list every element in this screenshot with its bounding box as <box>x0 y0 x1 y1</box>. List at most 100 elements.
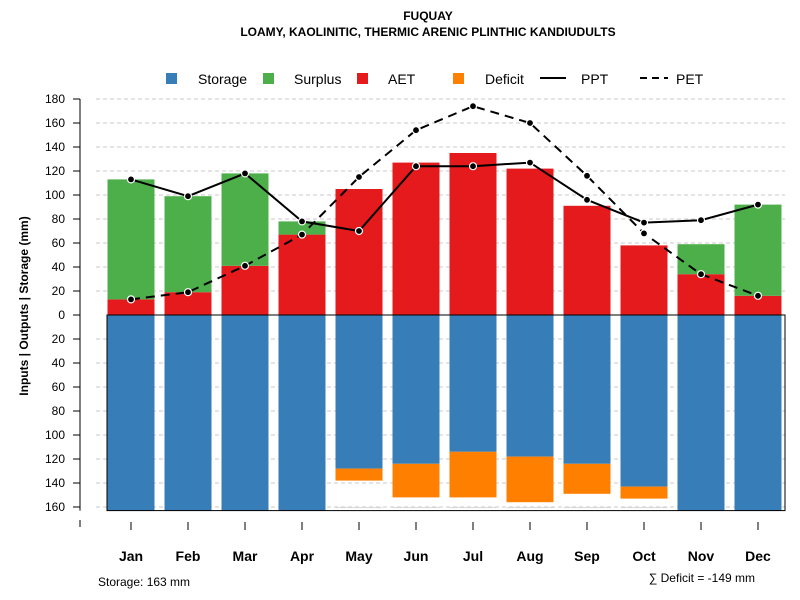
point-pet <box>354 172 364 182</box>
bar-surplus <box>734 204 782 296</box>
bar-surplus <box>221 173 269 266</box>
bar-aet <box>107 299 155 315</box>
x-tick-label: Aug <box>516 548 543 564</box>
bar-aet <box>221 265 269 315</box>
axes: 0 20 40 60 80 100 120 140 160 180 20 40 60 80 100 120 14… <box>45 92 771 564</box>
bar-storage <box>164 315 212 511</box>
legend-label-pet: PET <box>676 71 704 87</box>
point-ppt <box>240 169 250 178</box>
x-tick-label: Apr <box>290 548 315 564</box>
y-tick-label: 180 <box>45 92 65 106</box>
bar-storage <box>221 315 269 511</box>
point-ppt <box>411 162 421 171</box>
legend-swatch-deficit <box>453 73 464 84</box>
bar-storage <box>677 315 725 511</box>
legend-label-ppt: PPT <box>581 71 609 87</box>
y-tick-label: 60 <box>52 380 66 394</box>
footer-deficit: ∑ Deficit = -149 mm <box>649 571 755 585</box>
bar-storage <box>620 315 668 487</box>
y-tick-label: 80 <box>52 212 66 226</box>
legend: Storage Surplus AET Deficit PPT PET <box>166 71 704 87</box>
point-ppt <box>582 195 592 204</box>
bar-aet <box>392 162 440 315</box>
point-ppt <box>639 218 649 227</box>
x-tick-label: Sep <box>574 548 600 564</box>
point-ppt <box>183 192 193 201</box>
y-tick-label: 160 <box>45 500 65 514</box>
y-tick-label: 20 <box>52 284 66 298</box>
y-tick-label: 140 <box>45 140 65 154</box>
y-tick-label: 160 <box>45 116 65 130</box>
legend-label-surplus: Surplus <box>294 71 341 87</box>
x-tick-label: Jun <box>404 548 429 564</box>
point-pet <box>696 270 706 279</box>
bar-storage <box>506 315 554 457</box>
y-tick-label: 60 <box>52 236 66 250</box>
point-pet <box>753 291 763 300</box>
bar-deficit <box>506 456 554 503</box>
chart-title: FUQUAY <box>403 9 453 23</box>
bar-aet <box>734 295 782 315</box>
bar-deficit <box>449 451 497 498</box>
y-tick-label: 40 <box>52 260 66 274</box>
y-tick-label: 120 <box>45 452 65 466</box>
point-ppt <box>525 158 535 167</box>
x-tick-label: May <box>345 548 372 564</box>
bar-surplus <box>677 244 725 275</box>
y-tick-label: 80 <box>52 404 66 418</box>
bar-storage <box>278 315 326 511</box>
bar-aet <box>506 168 554 315</box>
bar-aet <box>335 189 383 315</box>
bar-surplus <box>278 221 326 235</box>
x-tick-label: Dec <box>745 548 771 564</box>
bar-aet <box>563 205 611 315</box>
y-axis-label: Inputs | Outputs | Storage (mm) <box>17 216 31 395</box>
x-tick-label: Nov <box>688 548 715 564</box>
x-tick-label: Oct <box>632 548 656 564</box>
legend-swatch-storage <box>166 73 177 84</box>
bar-aet <box>620 245 668 315</box>
bar-storage <box>563 315 611 464</box>
x-tick-label: Jul <box>463 548 483 564</box>
y-tick-label: 40 <box>52 356 66 370</box>
bar-aet <box>164 292 212 315</box>
bar-aet <box>278 234 326 315</box>
bar-storage <box>734 315 782 511</box>
y-tick-label: 20 <box>52 332 66 346</box>
x-tick-label: Mar <box>233 548 258 564</box>
point-pet <box>297 230 307 239</box>
line-pet <box>130 105 759 301</box>
point-pet <box>582 171 592 180</box>
y-tick-label: 140 <box>45 476 65 490</box>
line-ppt <box>130 161 759 233</box>
bar-storage <box>449 315 497 452</box>
point-ppt <box>354 226 364 236</box>
chart-subtitle: LOAMY, KAOLINITIC, THERMIC ARENIC PLINTH… <box>240 25 615 39</box>
point-ppt <box>297 217 307 226</box>
bar-surplus <box>107 179 155 300</box>
y-tick-label: 0 <box>58 308 65 322</box>
point-pet <box>468 102 478 111</box>
y-tick-label: 100 <box>45 428 65 442</box>
legend-label-deficit: Deficit <box>485 71 524 87</box>
legend-label-aet: AET <box>388 71 416 87</box>
point-pet <box>183 288 193 297</box>
point-pet <box>240 261 250 270</box>
bar-deficit <box>335 468 383 481</box>
bar-aet <box>449 153 497 315</box>
point-ppt <box>696 216 706 225</box>
series-lines <box>126 102 763 304</box>
bar-deficit <box>620 486 668 499</box>
point-pet <box>639 229 649 238</box>
bar-storage <box>107 315 155 511</box>
point-ppt <box>753 200 763 209</box>
legend-swatch-aet <box>357 73 368 84</box>
bar-storage <box>335 315 383 469</box>
y-tick-label: 120 <box>45 164 65 178</box>
bar-surplus <box>164 196 212 293</box>
x-tick-label: Jan <box>119 548 143 564</box>
point-pet <box>411 126 421 135</box>
y-tick-label: 100 <box>45 188 65 202</box>
storage-outline <box>106 314 786 512</box>
